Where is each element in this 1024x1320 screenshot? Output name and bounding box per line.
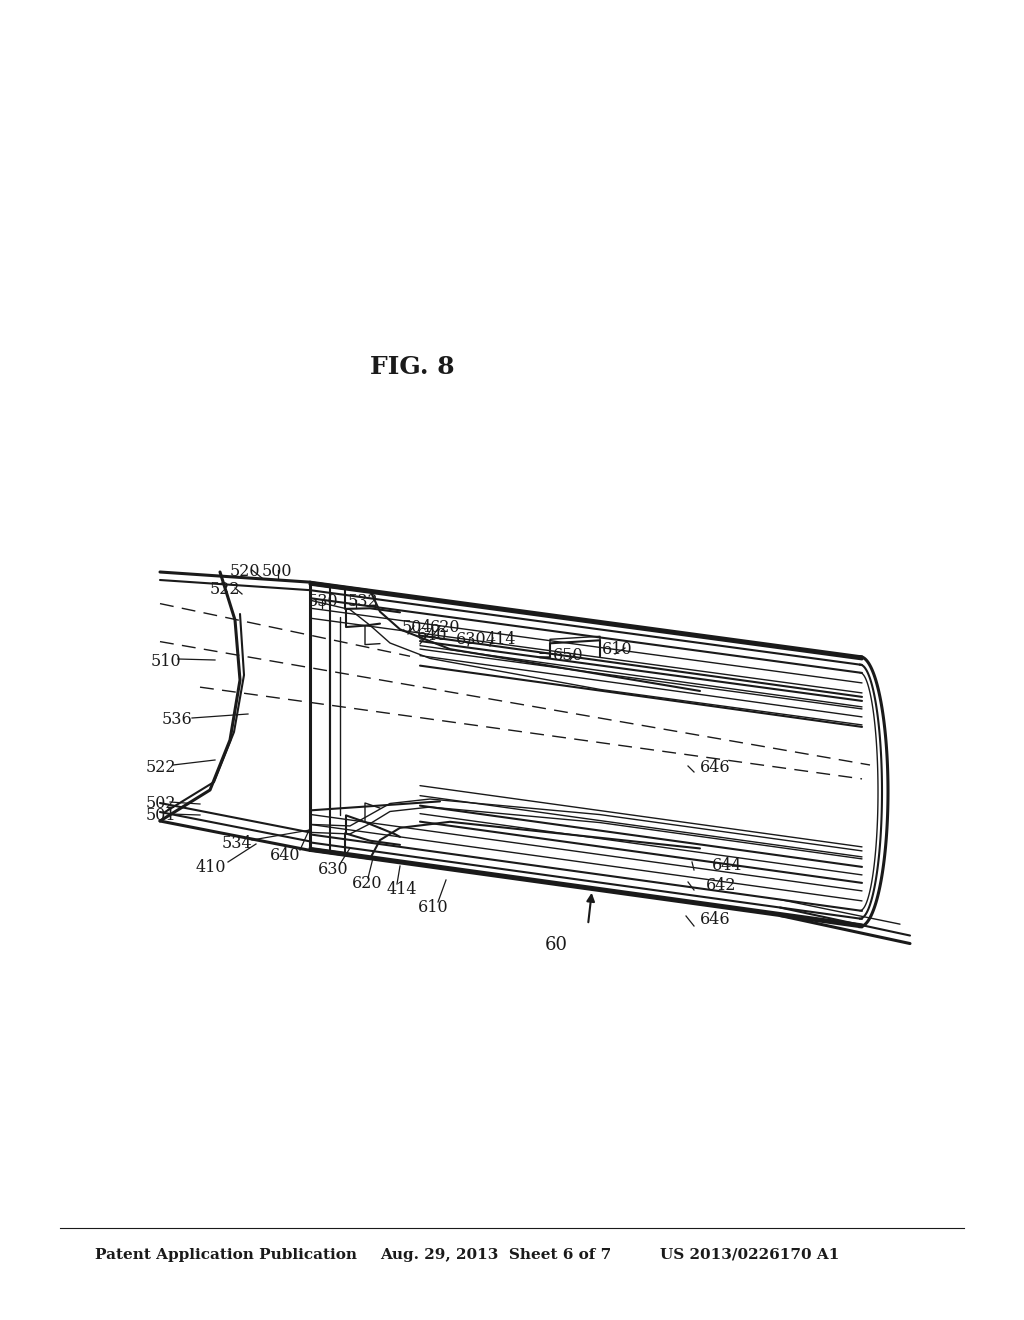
Text: 502: 502 [146, 796, 176, 813]
Text: 414: 414 [387, 882, 418, 899]
Text: 532: 532 [348, 594, 379, 610]
Text: 414: 414 [486, 631, 516, 648]
Text: FIG. 8: FIG. 8 [370, 355, 455, 379]
Text: Patent Application Publication: Patent Application Publication [95, 1247, 357, 1262]
Text: 530: 530 [308, 594, 339, 610]
Text: 646: 646 [700, 912, 731, 928]
Text: 510: 510 [151, 652, 181, 669]
Text: 522: 522 [210, 582, 241, 598]
Text: 522: 522 [146, 759, 176, 776]
Text: 630: 630 [318, 862, 348, 879]
Text: 642: 642 [706, 876, 736, 894]
Text: 646: 646 [700, 759, 731, 776]
Text: 644: 644 [712, 857, 742, 874]
Text: 60: 60 [545, 936, 568, 954]
Text: 620: 620 [352, 875, 383, 892]
Text: 536: 536 [162, 711, 193, 729]
Text: US 2013/0226170 A1: US 2013/0226170 A1 [660, 1247, 840, 1262]
Text: 640: 640 [417, 627, 447, 644]
Text: 630: 630 [456, 631, 486, 648]
Text: 504: 504 [402, 619, 432, 636]
Text: 410: 410 [196, 859, 226, 876]
Text: 534: 534 [222, 836, 253, 853]
Text: 520: 520 [230, 564, 260, 581]
Text: Aug. 29, 2013  Sheet 6 of 7: Aug. 29, 2013 Sheet 6 of 7 [380, 1247, 611, 1262]
Text: 640: 640 [270, 846, 300, 863]
Text: 610: 610 [602, 642, 633, 659]
Text: 500: 500 [262, 564, 293, 581]
Text: 620: 620 [430, 619, 461, 636]
Text: 610: 610 [418, 899, 449, 916]
Text: 650: 650 [553, 648, 584, 664]
Text: 501: 501 [146, 808, 176, 825]
